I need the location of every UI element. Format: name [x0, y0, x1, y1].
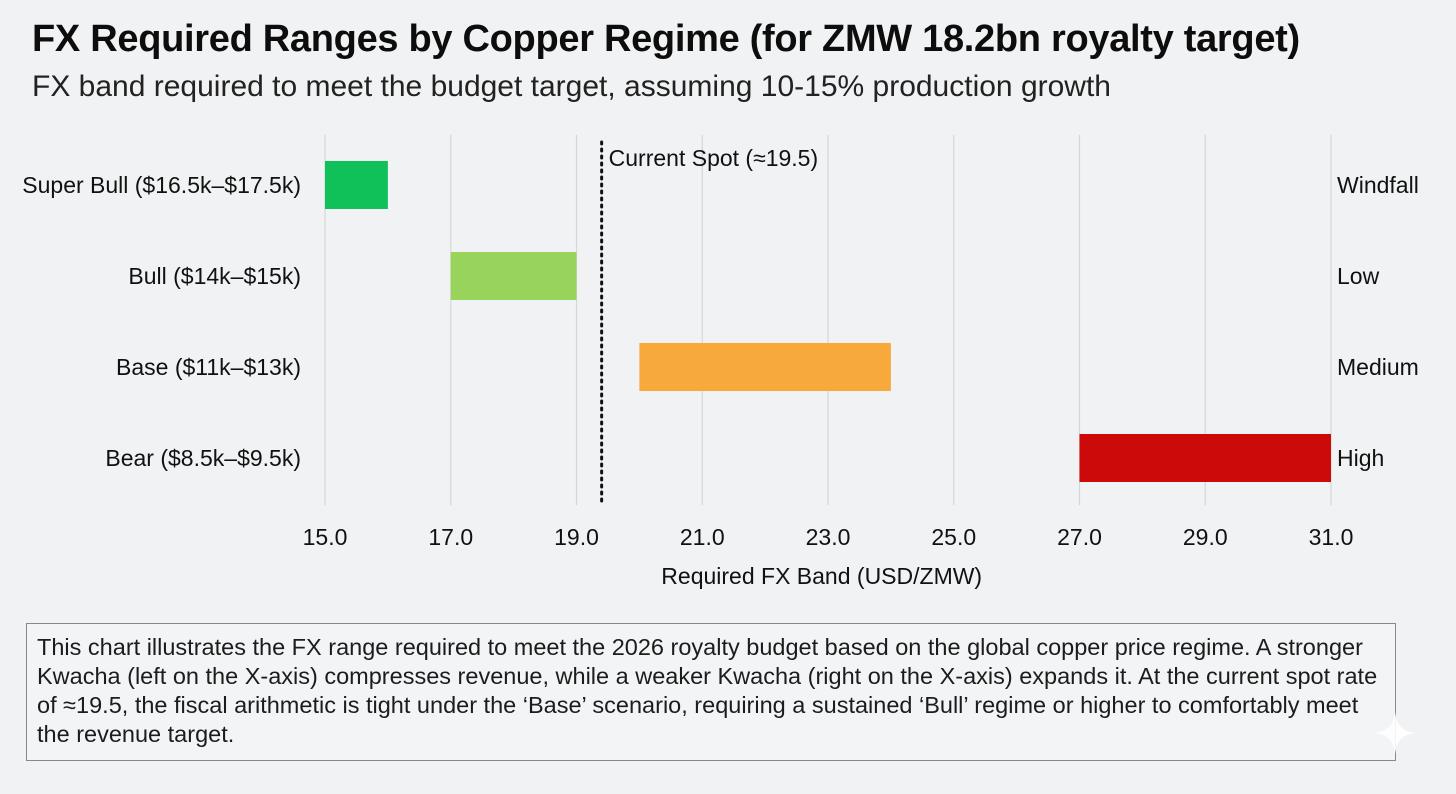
x-tick-label: 27.0: [1057, 524, 1102, 550]
range-bar: [325, 161, 388, 209]
category-label: Base ($11k–$13k): [116, 354, 301, 380]
category-label: Bull ($14k–$15k): [128, 263, 301, 289]
x-tick-label: 29.0: [1183, 524, 1228, 550]
spot-reference-label: Current Spot (≈19.5): [609, 145, 819, 171]
fx-range-chart: 15.0 17.0 19.0 21.0 23.0 25.0 27.0 29.0 31.0 Supe…: [22, 135, 1419, 589]
category-label: Bear ($8.5k–$9.5k): [105, 445, 301, 471]
x-tick-label: 31.0: [1309, 524, 1354, 550]
x-tick-label: 21.0: [680, 524, 725, 550]
chart-description: This chart illustrates the FX range requ…: [26, 623, 1396, 761]
risk-label: Medium: [1337, 354, 1419, 380]
risk-label: Low: [1337, 263, 1380, 289]
risk-label: Windfall: [1337, 172, 1419, 198]
x-tick-label: 25.0: [931, 524, 976, 550]
sparkle-icon: [1374, 712, 1416, 754]
x-tick-label: 15.0: [303, 524, 348, 550]
x-tick-label: 17.0: [428, 524, 473, 550]
x-tick-label: 19.0: [554, 524, 599, 550]
x-axis-label: Required FX Band (USD/ZMW): [661, 563, 982, 589]
x-tick-label: 23.0: [806, 524, 851, 550]
range-bar: [450, 252, 577, 300]
range-bar: [639, 343, 891, 391]
chart-title: FX Required Ranges by Copper Regime (for…: [32, 18, 1300, 60]
chart-subtitle: FX band required to meet the budget targ…: [32, 70, 1111, 103]
risk-label: High: [1337, 445, 1384, 471]
range-bar: [1079, 434, 1331, 482]
category-label: Super Bull ($16.5k–$17.5k): [22, 172, 301, 198]
